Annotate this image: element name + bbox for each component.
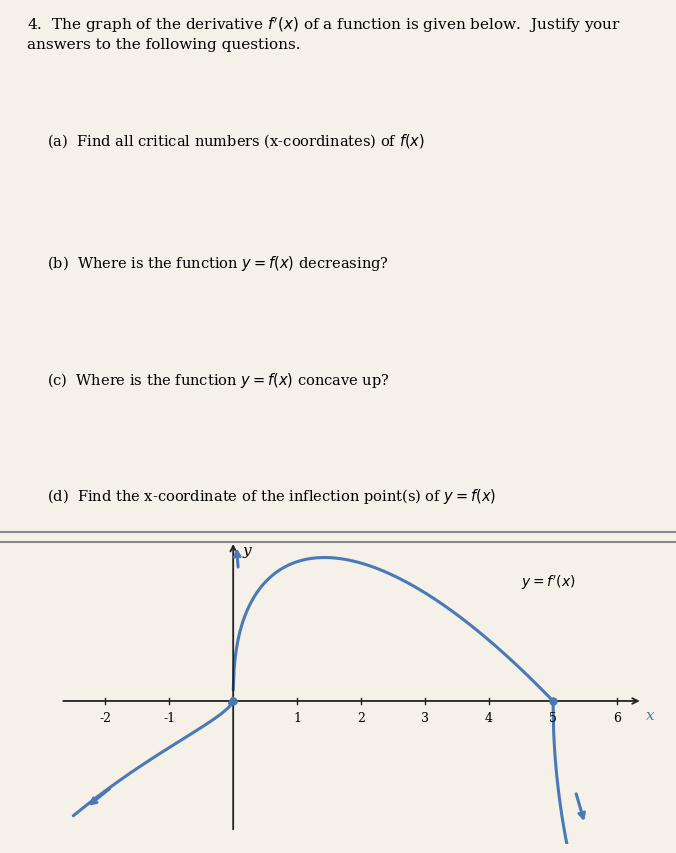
Text: (d)  Find the x-coordinate of the inflection point(s) of $y = f(x)$: (d) Find the x-coordinate of the inflect… xyxy=(47,486,497,506)
Text: -2: -2 xyxy=(99,711,112,724)
Text: (a)  Find all critical numbers (x-coordinates) of $f(x)$: (a) Find all critical numbers (x-coordin… xyxy=(47,132,425,150)
Text: 5: 5 xyxy=(549,711,557,724)
Text: -1: -1 xyxy=(163,711,175,724)
Text: 2: 2 xyxy=(357,711,365,724)
Text: 6: 6 xyxy=(613,711,621,724)
Text: $y= f'(x)$: $y= f'(x)$ xyxy=(521,573,575,591)
Text: y: y xyxy=(243,543,251,558)
Text: x: x xyxy=(646,709,654,722)
Text: 4.  The graph of the derivative $f'(x)$ of a function is given below.  Justify y: 4. The graph of the derivative $f'(x)$ o… xyxy=(27,16,621,52)
Text: (c)  Where is the function $y = f(x)$ concave up?: (c) Where is the function $y = f(x)$ con… xyxy=(47,370,390,389)
Text: 4: 4 xyxy=(485,711,493,724)
Text: 3: 3 xyxy=(421,711,429,724)
Text: (b)  Where is the function $y = f(x)$ decreasing?: (b) Where is the function $y = f(x)$ dec… xyxy=(47,254,389,273)
Text: 1: 1 xyxy=(293,711,301,724)
